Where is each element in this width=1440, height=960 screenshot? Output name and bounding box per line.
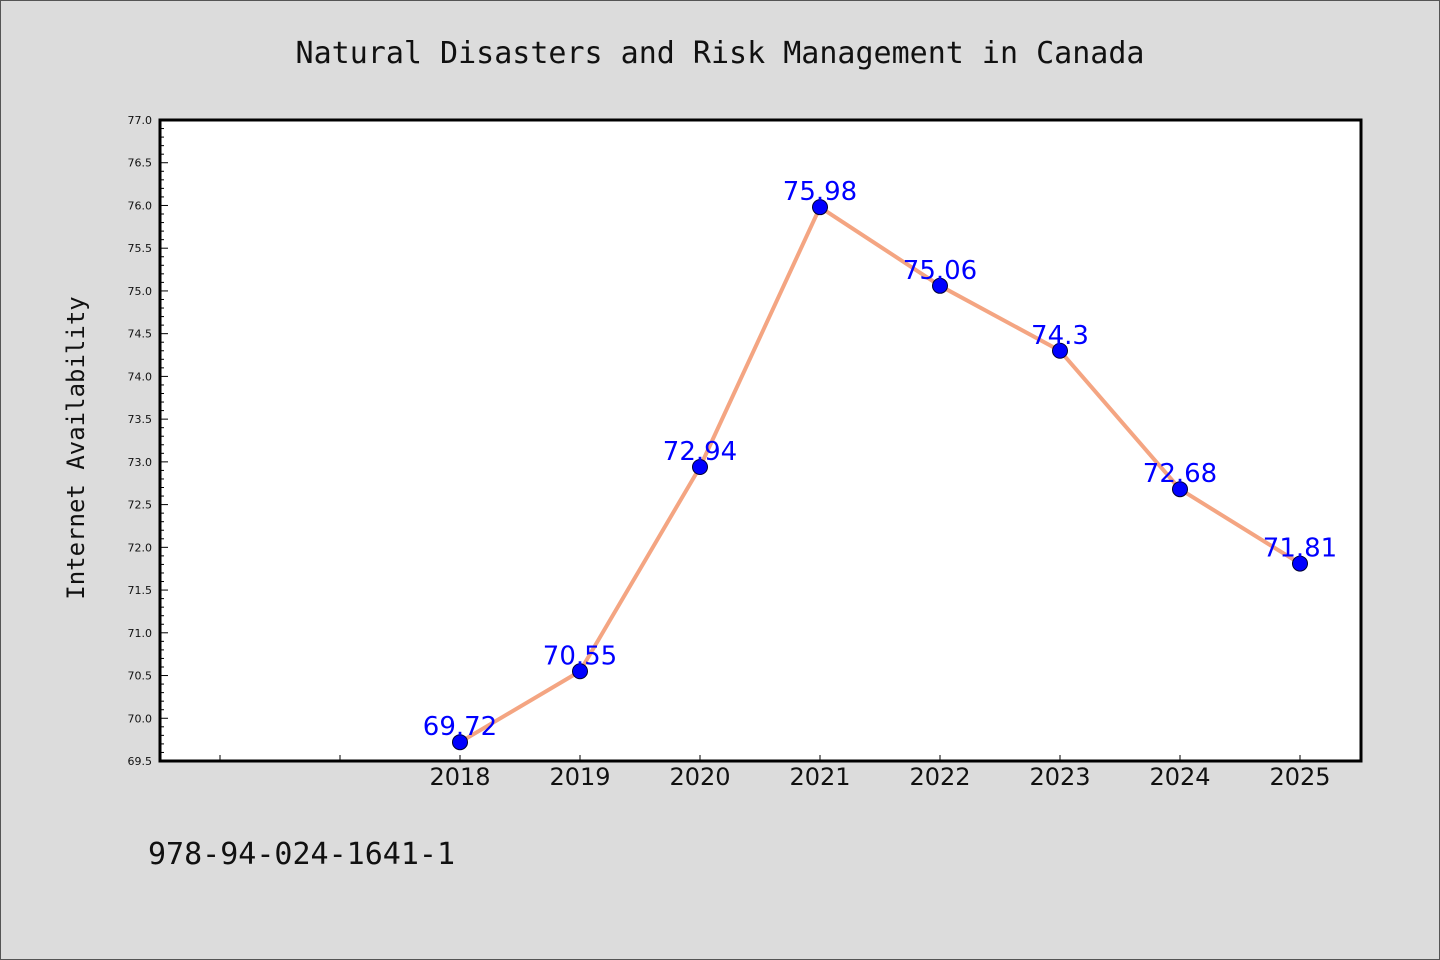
data-label: 72.68 xyxy=(1143,459,1217,489)
y-tick-label: 71.5 xyxy=(128,584,153,597)
x-tick-label: 2018 xyxy=(429,763,490,791)
data-label: 75.98 xyxy=(783,177,857,207)
y-tick-label: 71.0 xyxy=(128,627,153,640)
y-tick-label: 73.0 xyxy=(128,456,153,469)
x-tick-label: 2021 xyxy=(789,763,850,791)
series-line xyxy=(458,205,1302,744)
data-label: 72.94 xyxy=(663,437,737,467)
data-point xyxy=(1052,342,1068,359)
data-label: 75.06 xyxy=(903,256,977,286)
y-tick-label: 72.5 xyxy=(128,499,153,512)
y-tick-label: 74.0 xyxy=(128,370,153,383)
data-point xyxy=(1292,555,1308,572)
y-tick-label: 76.5 xyxy=(128,157,153,170)
y-tick-label: 70.0 xyxy=(128,712,153,725)
y-tick-label: 76.0 xyxy=(128,199,153,212)
x-axis: 2018 2019 2020 2021 2022 2023 2024 2025 xyxy=(219,755,1331,791)
y-tick-label: 73.5 xyxy=(128,413,153,426)
y-tick-label: 74.5 xyxy=(128,328,153,341)
data-label: 71.81 xyxy=(1263,534,1337,564)
data-label: 69.72 xyxy=(423,712,497,742)
data-point xyxy=(1172,481,1188,498)
isbn-text: 978-94-024-1641-1 xyxy=(148,837,455,872)
y-tick-label: 72.0 xyxy=(128,541,153,554)
y-tick-label: 70.5 xyxy=(128,670,153,683)
y-tick-label: 69.5 xyxy=(128,755,153,768)
y-tick-label: 75.5 xyxy=(128,242,153,255)
x-tick-label: 2019 xyxy=(549,763,610,791)
chart-title: Natural Disasters and Risk Management in… xyxy=(296,36,1145,71)
data-point xyxy=(812,199,828,216)
x-tick-label: 2025 xyxy=(1269,763,1330,791)
x-tick-label: 2020 xyxy=(669,763,730,791)
data-point xyxy=(692,458,708,475)
data-point xyxy=(932,277,948,294)
x-tick-label: 2024 xyxy=(1149,763,1210,791)
y-axis: 69.5 70.0 70.5 71.0 71.5 72.0 72.5 73.0 73.5 74.0… xyxy=(128,114,168,768)
y-axis-label: Internet Availability xyxy=(62,296,90,599)
data-point xyxy=(572,663,588,680)
plot-area xyxy=(158,118,1363,763)
series-layer: 69.72 70.55 72.94 75.98 75.06 74.3 72.68 71.81 xyxy=(423,177,1337,751)
data-label: 74.3 xyxy=(1031,321,1089,351)
x-tick-label: 2023 xyxy=(1029,763,1090,791)
data-label: 70.55 xyxy=(543,641,617,671)
y-tick-label: 75.0 xyxy=(128,285,153,298)
y-tick-label: 77.0 xyxy=(128,114,153,127)
x-tick-label: 2022 xyxy=(909,763,970,791)
data-point xyxy=(452,734,468,751)
